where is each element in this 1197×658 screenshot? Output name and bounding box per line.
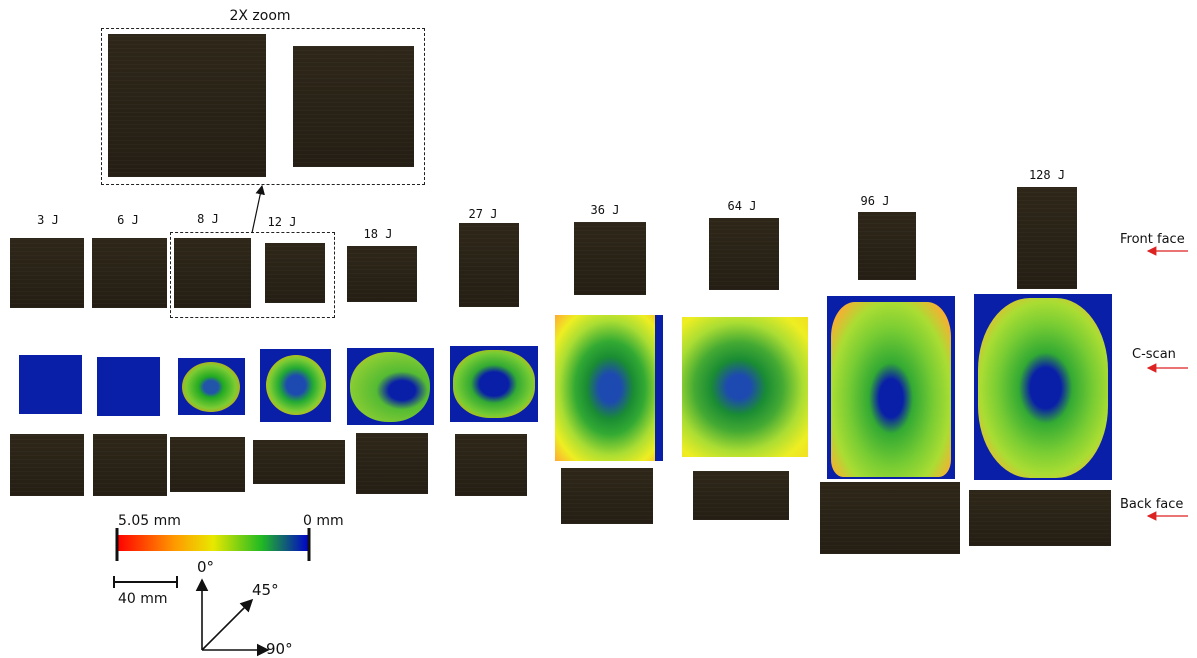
row-label-cscan: C-scan: [1132, 347, 1176, 362]
cscan-8j-damage: [182, 362, 240, 412]
row-label-front: Front face: [1120, 232, 1185, 247]
front-panel-12j: [265, 243, 325, 303]
axis-label-45: 45°: [252, 581, 279, 599]
front-panel-64j: [709, 218, 779, 290]
back-panel-18j: [356, 433, 428, 494]
zoom-title: 2X zoom: [229, 8, 291, 24]
front-panel-36j: [574, 222, 646, 295]
energy-label-12j: 12 J: [267, 215, 297, 229]
front-panel-96j: [858, 212, 916, 280]
axis-arrow-45: [201, 598, 254, 651]
energy-label-96j: 96 J: [860, 194, 890, 208]
colorbar-min-label: 0 mm: [303, 513, 344, 529]
colorbar: [117, 535, 309, 551]
cscan-12j-damage: [266, 355, 326, 415]
back-panel-36j: [561, 468, 653, 524]
cscan-36j: [555, 315, 663, 461]
axis-label-0: 0°: [197, 558, 215, 576]
cscan-3j: [19, 355, 82, 414]
front-panel-18j: [347, 246, 417, 302]
cscan-36j-damage: [555, 315, 655, 461]
energy-label-8j: 8 J: [197, 212, 219, 226]
energy-label-128j: 128 J: [1028, 168, 1066, 182]
back-panel-96j: [820, 482, 960, 554]
energy-label-6j: 6 J: [117, 213, 139, 227]
energy-label-36j: 36 J: [590, 203, 620, 217]
cscan-27j-damage: [453, 350, 535, 418]
scale-bar-label: 40 mm: [118, 591, 168, 607]
cscan-64j: [682, 317, 808, 457]
cscan-12j: [260, 349, 331, 422]
back-panel-8j: [170, 437, 245, 492]
cscan-8j: [178, 358, 245, 415]
cscan-6j: [97, 357, 160, 416]
back-panel-128j: [969, 490, 1111, 546]
energy-label-3j: 3 J: [37, 213, 59, 227]
cscan-18j: [347, 348, 434, 425]
zoom-pointer-arrow: [251, 184, 265, 234]
back-panel-12j: [253, 440, 345, 484]
cscan-64j-damage: [682, 317, 808, 457]
energy-label-18j: 18 J: [363, 227, 393, 241]
cscan-18j-damage: [350, 352, 430, 422]
cscan-27j: [450, 346, 538, 422]
front-panel-8j: [174, 238, 251, 308]
axis-label-90: 90°: [266, 640, 293, 658]
row-label-back: Back face: [1120, 497, 1184, 512]
back-panel-3j: [10, 434, 84, 496]
cscan-96j: [827, 296, 955, 479]
cscan-128j-damage: [978, 298, 1108, 478]
front-panel-6j: [92, 238, 167, 308]
back-panel-27j: [455, 434, 527, 496]
cscan-96j-damage: [831, 302, 951, 477]
front-panel-128j: [1017, 187, 1077, 289]
zoom-panel-8j: [108, 34, 266, 177]
back-panel-6j: [93, 434, 167, 496]
back-panel-64j: [693, 471, 789, 520]
energy-label-27j: 27 J: [468, 207, 498, 221]
front-panel-27j: [459, 223, 519, 307]
cscan-128j: [974, 294, 1112, 480]
energy-label-64j: 64 J: [727, 199, 757, 213]
zoom-panel-12j: [293, 46, 414, 167]
front-panel-3j: [10, 238, 84, 308]
colorbar-max-label: 5.05 mm: [118, 513, 181, 529]
zoom-inset-frame: [101, 28, 425, 185]
